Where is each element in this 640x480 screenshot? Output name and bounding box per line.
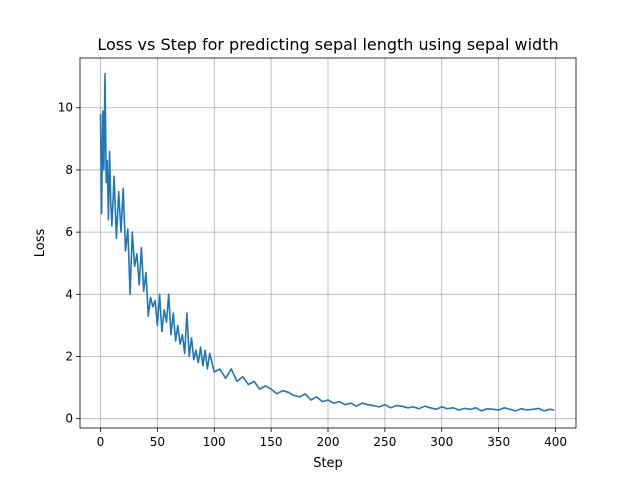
x-axis-label: Step [313, 456, 343, 471]
x-tick-label: 100 [203, 435, 226, 449]
y-tick-label: 6 [65, 225, 73, 239]
x-tick-label: 400 [544, 435, 567, 449]
loss-series-line [99, 72, 555, 412]
y-tick-label: 10 [58, 101, 73, 115]
y-tick-label: 0 [65, 412, 73, 426]
y-tick-label: 2 [65, 349, 73, 363]
x-tick-label: 300 [430, 435, 453, 449]
y-axis: 0 2 4 6 8 10 [58, 101, 80, 426]
x-tick-label: 50 [150, 435, 165, 449]
x-tick-label: 0 [97, 435, 105, 449]
x-tick-label: 250 [373, 435, 396, 449]
grid [80, 58, 576, 428]
x-tick-label: 150 [260, 435, 283, 449]
series-layer [99, 72, 555, 412]
y-axis-label: Loss [33, 229, 48, 258]
x-axis: 0 50 100 150 200 250 300 350 400 [97, 428, 567, 449]
y-tick-label: 4 [65, 287, 73, 301]
x-tick-label: 350 [487, 435, 510, 449]
y-tick-label: 8 [65, 163, 73, 177]
x-tick-label: 200 [317, 435, 340, 449]
chart-title: Loss vs Step for predicting sepal length… [97, 35, 558, 54]
